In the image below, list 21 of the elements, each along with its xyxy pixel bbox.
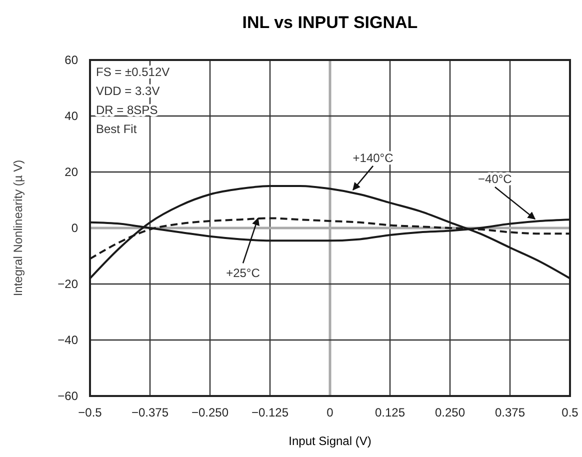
x-axis-title: Input Signal (V)	[288, 434, 372, 448]
x-tick-label: −0.375	[131, 406, 169, 420]
x-tick-label: −0.125	[251, 406, 289, 420]
y-tick-label: −40	[58, 332, 78, 347]
y-tick-label: −60	[58, 388, 78, 403]
x-tick-label: −0.250	[191, 406, 229, 420]
y-tick-label: 60	[64, 52, 78, 67]
y-tick-label: −20	[58, 276, 78, 291]
x-tick-label: 0.125	[374, 406, 406, 420]
annotation: +25°C	[226, 266, 260, 280]
y-tick-label: 0	[71, 220, 78, 235]
y-axis-title: Integral Nonlinearity (µ V)	[11, 160, 25, 296]
x-tick-label: 0.250	[434, 406, 466, 420]
y-tick-label: 20	[64, 164, 78, 179]
x-tick-label: 0.5	[562, 406, 579, 420]
y-tick-label: 40	[64, 108, 78, 123]
annotation: Best Fit	[96, 122, 138, 136]
x-tick-label: 0.375	[494, 406, 526, 420]
chart-title: INL vs INPUT SIGNAL	[242, 13, 418, 32]
x-tick-label: −0.5	[78, 406, 102, 420]
x-tick-label: 0	[326, 406, 334, 420]
